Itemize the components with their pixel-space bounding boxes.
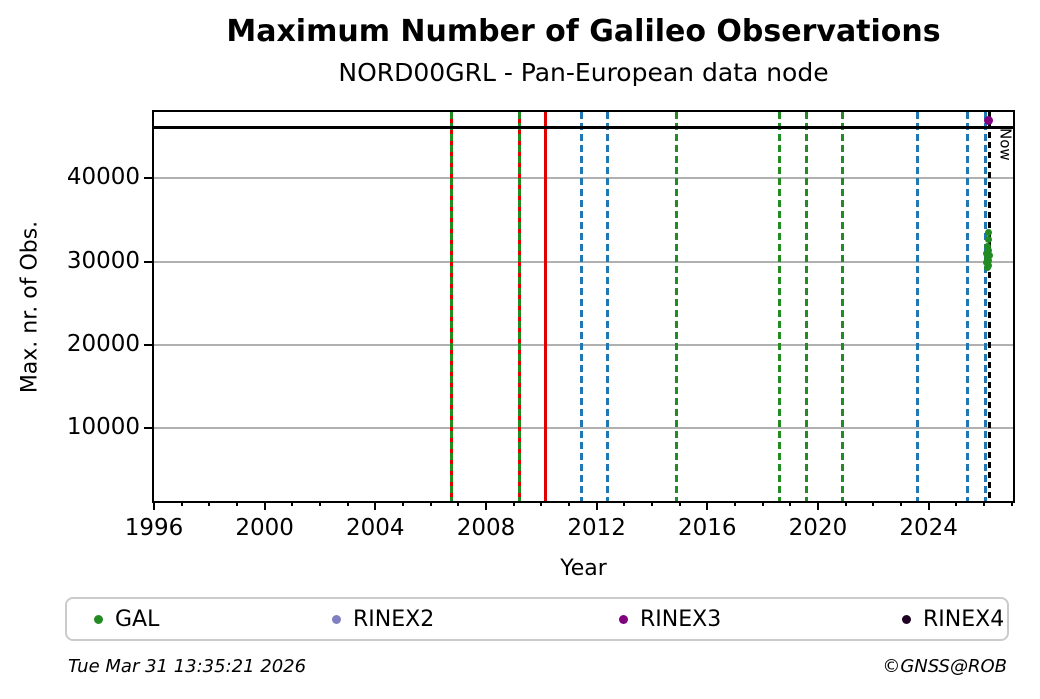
x-tick-label: 2012 xyxy=(567,515,626,541)
x-tick-minor xyxy=(650,501,653,506)
x-tick-minor xyxy=(733,501,736,506)
legend-label-rinex3: RINEX3 xyxy=(640,606,722,632)
x-tick-minor xyxy=(789,501,792,506)
x-tick-minor xyxy=(457,501,460,506)
legend-item-gal: GAL xyxy=(94,599,159,639)
x-tick-minor xyxy=(180,501,183,506)
chart-subtitle: NORD00GRL - Pan-European data node xyxy=(338,58,829,87)
event-line xyxy=(983,112,987,501)
x-tick-minor xyxy=(318,501,321,506)
chart-title: Maximum Number of Galileo Observations xyxy=(226,14,941,49)
x-tick-minor xyxy=(623,501,626,506)
event-line xyxy=(841,112,845,501)
rinex4-legend-marker-icon xyxy=(902,614,911,624)
x-tick-minor xyxy=(678,501,681,506)
legend-label-rinex2: RINEX2 xyxy=(353,606,435,632)
x-tick-minor xyxy=(235,501,238,506)
timestamp: Tue Mar 31 13:35:21 2026 xyxy=(68,656,307,677)
x-tick-label: 2020 xyxy=(788,515,848,541)
y-tick xyxy=(144,427,152,430)
gal-point xyxy=(984,264,992,272)
event-line xyxy=(606,112,610,501)
gal-point xyxy=(984,228,992,236)
x-axis-label: Year xyxy=(560,556,607,581)
x-tick-label: 2008 xyxy=(456,515,516,541)
x-tick-minor xyxy=(540,501,543,506)
x-tick-minor xyxy=(429,501,432,506)
gridline xyxy=(154,427,1013,430)
x-tick-label: 2016 xyxy=(678,515,737,541)
x-tick-label: 2000 xyxy=(235,515,294,541)
legend-item-rinex3: RINEX3 xyxy=(619,599,721,639)
event-line xyxy=(805,112,809,501)
gridline xyxy=(154,177,1013,180)
x-tick-major xyxy=(816,501,819,510)
x-tick-major xyxy=(484,501,487,510)
x-tick-major xyxy=(263,501,266,510)
x-tick-minor xyxy=(872,501,875,506)
event-line xyxy=(965,112,969,501)
event-line xyxy=(449,112,453,501)
event-line xyxy=(777,112,781,501)
x-tick-minor xyxy=(844,501,847,506)
gridline xyxy=(154,344,1013,347)
x-tick-minor xyxy=(982,501,985,506)
event-line xyxy=(579,112,583,501)
now-line xyxy=(987,112,991,501)
now-label: Now xyxy=(996,128,1015,161)
legend-item-rinex4: RINEX4 xyxy=(902,599,1004,639)
y-tick-label: 40000 xyxy=(66,164,140,191)
y-tick-label: 20000 xyxy=(66,331,140,358)
x-tick-major xyxy=(595,501,598,510)
legend-item-rinex2: RINEX2 xyxy=(332,599,434,639)
event-line xyxy=(543,112,547,501)
gal-point xyxy=(984,236,992,244)
y-tick xyxy=(144,344,152,347)
x-tick-label: 1996 xyxy=(124,515,184,541)
x-tick-major xyxy=(153,501,155,510)
x-tick-minor xyxy=(208,501,211,506)
x-tick-minor xyxy=(955,501,958,506)
rinex2-legend-marker-icon xyxy=(332,614,341,624)
legend-label-gal: GAL xyxy=(115,606,160,632)
rinex3-legend-marker-icon xyxy=(619,614,628,624)
gal-legend-marker-icon xyxy=(94,614,103,624)
x-tick-major xyxy=(706,501,709,510)
x-tick-minor xyxy=(291,501,294,506)
x-tick-minor xyxy=(899,501,902,506)
x-tick-label: 2004 xyxy=(346,515,405,541)
x-tick-major xyxy=(374,501,377,510)
x-tick-major xyxy=(927,501,930,510)
x-tick-minor xyxy=(401,501,404,506)
x-tick-minor xyxy=(1010,501,1013,506)
y-axis-label: Max. nr. of Obs. xyxy=(17,220,43,394)
x-tick-minor xyxy=(512,501,515,506)
plot-area: 10000 20000 30000 40000 1996 2000 2004 2008 2012… xyxy=(67,110,1015,541)
y-tick xyxy=(144,177,152,180)
legend-label-rinex4: RINEX4 xyxy=(923,606,1005,632)
x-tick-label: 2024 xyxy=(899,515,958,541)
x-tick-minor xyxy=(761,501,764,506)
rinex3-point xyxy=(983,116,993,126)
y-tick-label: 30000 xyxy=(66,247,140,274)
event-line xyxy=(517,112,521,501)
x-tick-minor xyxy=(567,501,570,506)
max-observations-line xyxy=(154,125,1013,129)
y-tick-label: 10000 xyxy=(66,414,140,441)
event-line xyxy=(675,112,679,501)
x-tick-minor xyxy=(346,501,349,506)
credit: ©GNSS@ROB xyxy=(882,656,1007,677)
gridline xyxy=(154,260,1013,263)
event-line xyxy=(916,112,920,501)
y-tick xyxy=(144,260,152,263)
legend: GAL RINEX2 RINEX3 RINEX4 xyxy=(65,597,1009,641)
